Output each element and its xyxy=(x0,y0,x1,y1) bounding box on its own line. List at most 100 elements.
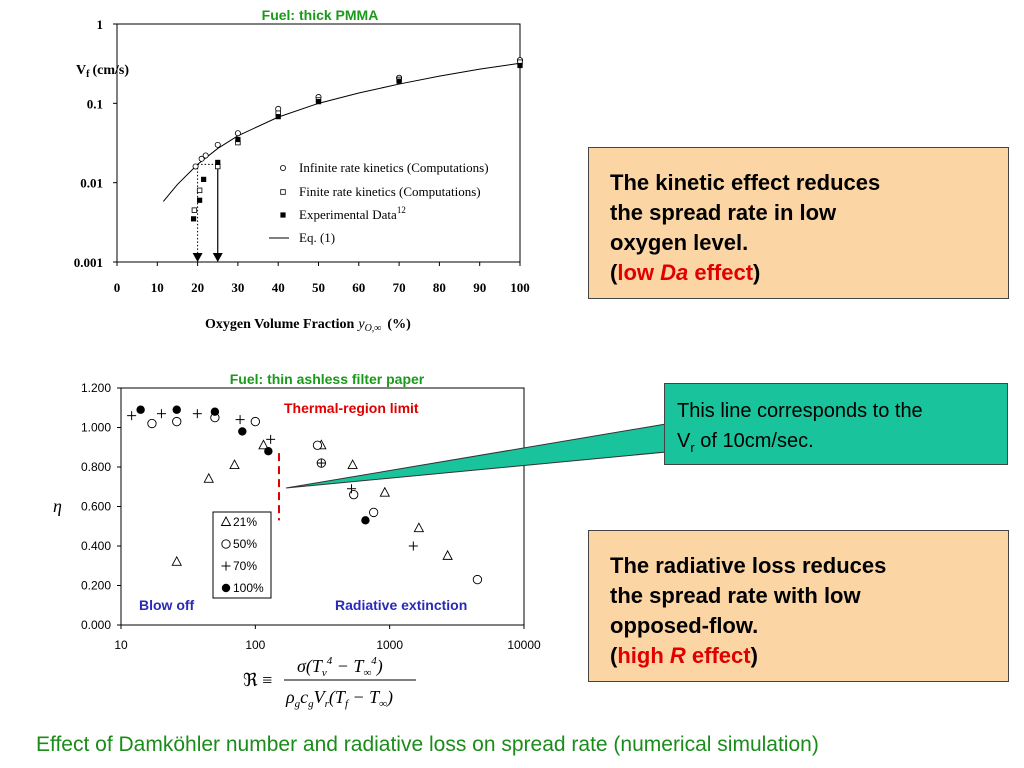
chart1-point xyxy=(517,62,523,69)
chart1-point xyxy=(215,159,221,166)
chart2-point xyxy=(210,407,220,416)
chart1-point xyxy=(202,152,209,159)
x-tick-label: 1000 xyxy=(376,638,403,652)
chart2-point xyxy=(408,541,418,551)
x-tick-label: 10 xyxy=(114,638,128,652)
drop-arrowhead-2 xyxy=(212,253,223,262)
chart1-point xyxy=(315,99,322,105)
chart2-point xyxy=(136,405,145,414)
legend-label: Eq. (1) xyxy=(299,230,335,245)
x-tick-label: 80 xyxy=(433,280,446,295)
chart1-point xyxy=(192,163,199,170)
x-tick-label: 20 xyxy=(191,280,204,295)
y-tick-label: 0.600 xyxy=(81,500,111,514)
radiative-line1: The radiative loss reduces xyxy=(610,553,887,578)
y-tick-label: 0.800 xyxy=(81,460,111,474)
chart2-point xyxy=(172,405,181,414)
formula-lhs: ℜ ≡ xyxy=(243,670,272,690)
chart1-point xyxy=(190,216,197,222)
formula: ℜ ≡ σ(Tv4 − T∞4) ρgcgVr(Tf − T∞) xyxy=(243,655,416,710)
y-tick-label: 1.000 xyxy=(81,421,111,435)
chart1-point xyxy=(275,114,281,120)
chart2-point xyxy=(361,516,370,525)
x-tick-label: 100 xyxy=(510,280,530,295)
chart1-point xyxy=(196,187,203,194)
chart2-point xyxy=(238,427,247,436)
x-tick-label: 10000 xyxy=(507,638,541,652)
chart1-point xyxy=(201,176,207,182)
chart1-title: Fuel: thick PMMA xyxy=(262,7,379,23)
x-tick-label: 60 xyxy=(352,280,365,295)
x-tick-label: 50 xyxy=(312,280,325,295)
kinetic-effect-box: The kinetic effect reduces the spread ra… xyxy=(588,147,1009,299)
chart2-point xyxy=(472,574,483,585)
chart2-title: Fuel: thin ashless filter paper xyxy=(230,371,425,387)
radiative-extinction-label: Radiative extinction xyxy=(335,597,467,613)
chart1-xlabel: Oxygen Volume Fraction yO,∞ (%) xyxy=(205,317,411,334)
chart2-point xyxy=(413,522,425,533)
drop-arrowhead-1 xyxy=(192,253,203,262)
chart1-point xyxy=(234,130,241,137)
x-tick-label: 30 xyxy=(231,280,244,295)
kinetic-line1: The kinetic effect reduces xyxy=(610,170,881,195)
chart1-point xyxy=(235,136,241,143)
y-tick-label: 0.400 xyxy=(81,539,111,553)
x-tick-label: 10 xyxy=(151,280,164,295)
y-tick-label: 0.001 xyxy=(74,255,103,270)
radiative-line4: (high R effect) xyxy=(610,643,758,668)
chart2-point xyxy=(379,486,391,497)
legend-marker xyxy=(280,189,286,195)
blow-off-label: Blow off xyxy=(139,597,195,613)
legend-label: 70% xyxy=(233,559,257,573)
chart1-legend: Infinite rate kinetics (Computations) Fin… xyxy=(269,160,489,245)
radiative-loss-box: The radiative loss reduces the spread ra… xyxy=(588,530,1009,682)
x-tick-label: 40 xyxy=(272,280,285,295)
y-tick-label: 1.200 xyxy=(81,381,111,395)
legend-label: 100% xyxy=(233,581,264,595)
chart2-point xyxy=(235,415,245,425)
chart2-point xyxy=(172,416,182,427)
kinetic-line4: (low Da effect) xyxy=(610,260,761,285)
legend-marker xyxy=(279,164,286,171)
chart1-ylabel: Vf (cm/s) xyxy=(76,63,129,80)
chart1-point xyxy=(191,207,198,213)
chart2-point xyxy=(258,439,269,450)
chart2-point xyxy=(229,459,240,469)
kinetic-line2: the spread rate in low xyxy=(610,200,837,225)
chart2-point xyxy=(171,555,182,566)
chart-filter-paper: Fuel: thin ashless filter paper 10 100 100… xyxy=(53,371,541,710)
legend-label: 50% xyxy=(233,537,257,551)
y-tick-label: 0.01 xyxy=(80,176,103,191)
chart2-legend: 21% 50% 70% 100% xyxy=(212,511,272,599)
chart2-legend-box xyxy=(212,511,272,599)
callout-box: This line corresponds to the Vr of 10cm/… xyxy=(664,383,1008,465)
x-tick-label: 70 xyxy=(393,280,406,295)
chart2-point xyxy=(192,409,202,419)
chart2-point xyxy=(347,459,358,469)
x-tick-label: 0 xyxy=(114,280,121,295)
chart2-ylabel: η xyxy=(53,496,62,516)
x-tick-label: 90 xyxy=(473,280,486,295)
callout-line1: This line corresponds to the xyxy=(677,400,923,422)
chart2-point xyxy=(266,434,276,444)
chart2-point xyxy=(264,447,273,456)
eq1-curve xyxy=(162,62,521,202)
y-tick-label: 0.1 xyxy=(87,96,103,111)
legend-marker xyxy=(280,212,286,218)
chart2-point xyxy=(349,489,359,500)
legend-marker xyxy=(221,539,231,549)
legend-label: Finite rate kinetics (Computations) xyxy=(299,184,481,199)
chart1-point xyxy=(198,155,205,162)
chart2-point xyxy=(127,411,137,421)
chart2-axes: 10 100 1000 10000 1.200 1.000 0.800 0.600 0.400 0… xyxy=(81,381,541,652)
chart2-point xyxy=(312,440,323,450)
chart1-plot-area xyxy=(116,23,521,263)
legend-label: Experimental Data12 xyxy=(299,205,406,222)
legend-marker xyxy=(220,516,232,526)
chart2-marks xyxy=(127,405,483,585)
y-tick-label: 0.000 xyxy=(81,618,111,632)
slide-caption: Effect of Damköhler number and radiative… xyxy=(36,733,819,756)
legend-marker xyxy=(221,583,231,593)
legend-marker xyxy=(221,561,231,571)
chart-pmma: Fuel: thick PMMA 0 10 20 30 40 50 60 70 80 90 100 1… xyxy=(74,7,530,334)
